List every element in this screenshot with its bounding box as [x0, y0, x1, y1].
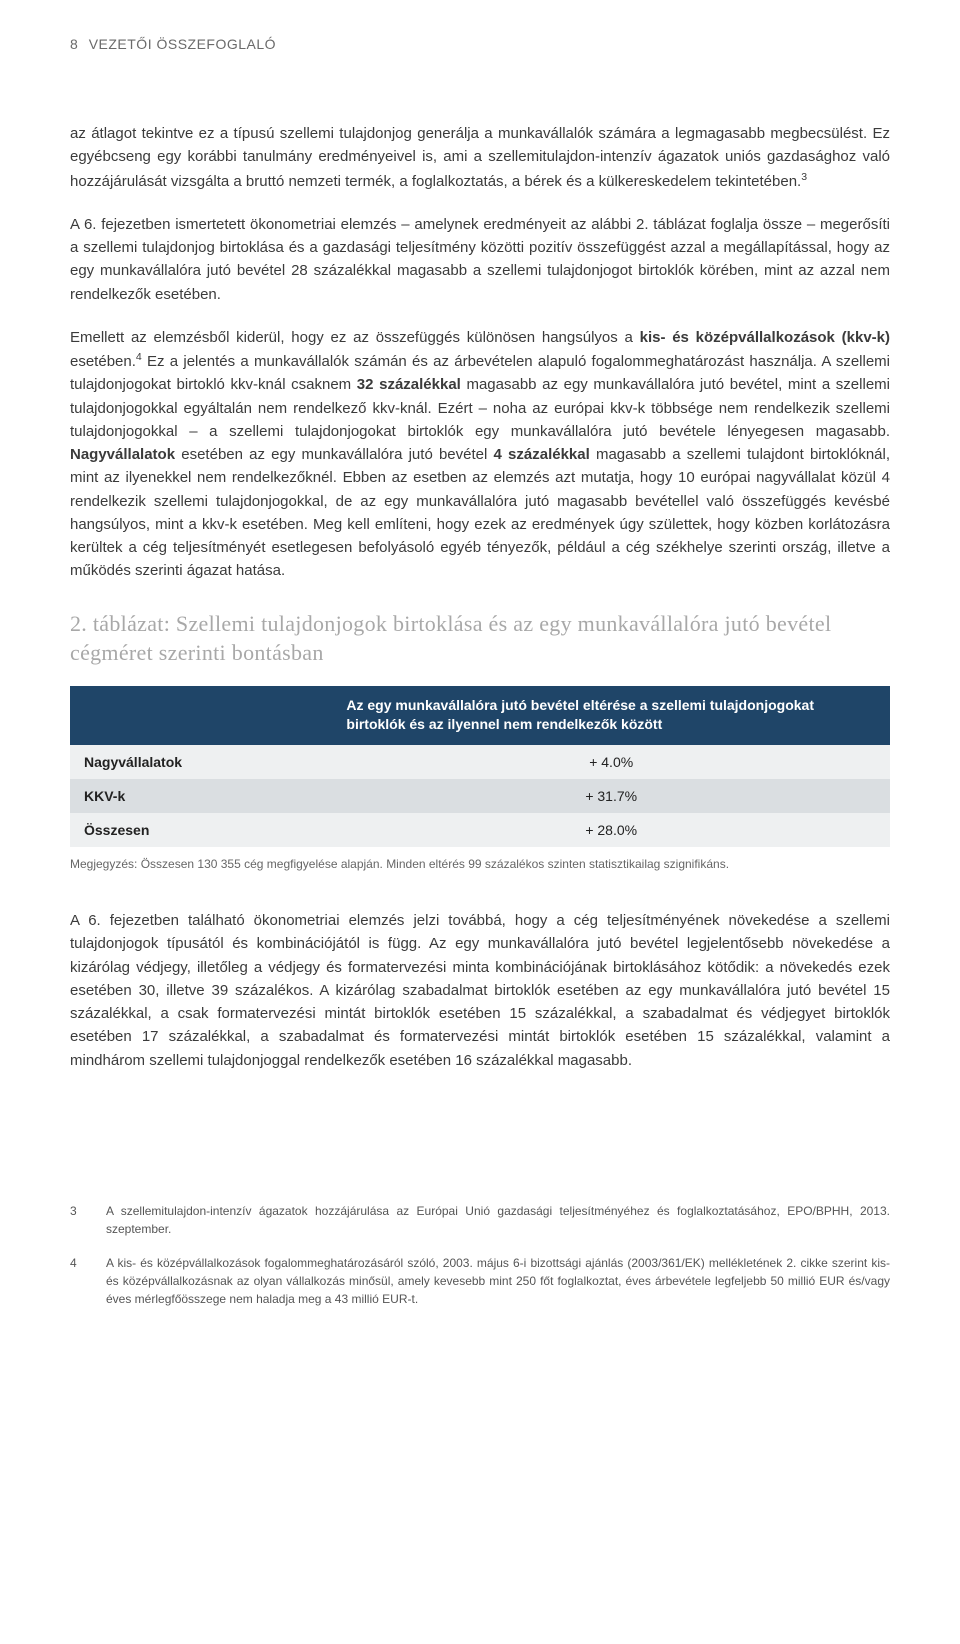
footnotes: 3 A szellemitulajdon-intenzív ágazatok h…: [70, 1202, 890, 1308]
table-header-col2: Az egy munkavállalóra jutó bevétel eltér…: [332, 686, 890, 745]
footnote-text: A kis- és középvállalkozások fogalommegh…: [106, 1254, 890, 1308]
table-row-label: Nagyvállalatok: [70, 745, 332, 779]
table-note: Megjegyzés: Összesen 130 355 cég megfigy…: [70, 857, 890, 871]
paragraph-1: az átlagot tekintve ez a típusú szellemi…: [70, 122, 890, 193]
paragraph-4: A 6. fejezetben található ökonometriai e…: [70, 909, 890, 1072]
table-header-blank: [70, 686, 332, 745]
table-row: KKV-k + 31.7%: [70, 779, 890, 813]
footnote: 3 A szellemitulajdon-intenzív ágazatok h…: [70, 1202, 890, 1238]
footnote: 4 A kis- és középvállalkozások fogalomme…: [70, 1254, 890, 1308]
table-row-label: KKV-k: [70, 779, 332, 813]
section-title: VEZETŐI ÖSSZEFOGLALÓ: [89, 36, 276, 52]
table-row-label: Összesen: [70, 813, 332, 847]
table-row-value: + 31.7%: [332, 779, 890, 813]
paragraph-2: A 6. fejezetben ismertetett ökonometriai…: [70, 213, 890, 306]
table-title: 2. táblázat: Szellemi tulajdonjogok birt…: [70, 609, 890, 668]
footnote-ref-3: 3: [801, 171, 807, 183]
revenue-table: Az egy munkavállalóra jutó bevétel eltér…: [70, 686, 890, 847]
footnote-number: 3: [70, 1202, 106, 1238]
table-row: Nagyvállalatok + 4.0%: [70, 745, 890, 779]
footnote-number: 4: [70, 1254, 106, 1308]
footnote-text: A szellemitulajdon-intenzív ágazatok hoz…: [106, 1202, 890, 1238]
page-number: 8: [70, 36, 78, 52]
page-header: 8 VEZETŐI ÖSSZEFOGLALÓ: [70, 36, 890, 52]
table-row-value: + 4.0%: [332, 745, 890, 779]
table-row: Összesen + 28.0%: [70, 813, 890, 847]
table-row-value: + 28.0%: [332, 813, 890, 847]
paragraph-3: Emellett az elemzésből kiderül, hogy ez …: [70, 326, 890, 583]
